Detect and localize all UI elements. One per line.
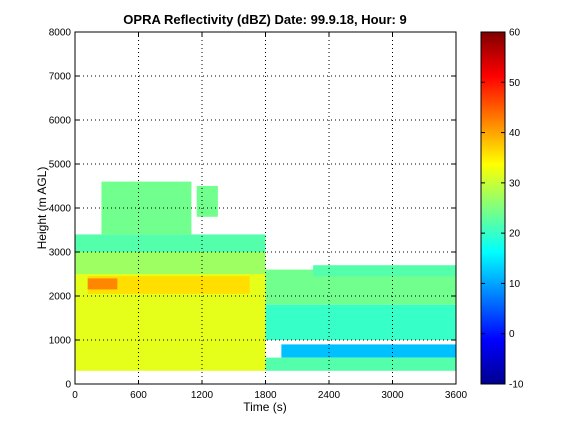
- reflectivity-region: [196, 186, 218, 217]
- y-tick-label: 2000: [49, 292, 72, 303]
- reflectivity-region: [265, 304, 456, 340]
- grid-lines: [75, 32, 456, 384]
- reflectivity-region: [265, 357, 456, 371]
- reflectivity-region: [87, 278, 118, 290]
- y-tick-label: 4000: [49, 204, 72, 215]
- x-axis: 0 600 1200 1800 2400 3000 3600: [72, 32, 468, 401]
- x-tick-label: 3000: [381, 390, 404, 401]
- y-tick-label: 6000: [49, 116, 72, 127]
- y-tick-label: 7000: [49, 72, 72, 83]
- colorbar-tick-label: 30: [509, 178, 521, 189]
- x-tick-label: 0: [72, 390, 78, 401]
- y-axis: 0 1000 2000 3000 4000 5000 6000 7000 8000: [49, 28, 456, 391]
- reflectivity-region: [87, 276, 250, 294]
- y-tick-label: 3000: [49, 248, 72, 259]
- colorbar-tick-label: -10: [509, 380, 524, 391]
- reflectivity-region: [75, 234, 266, 252]
- reflectivity-region: [75, 252, 266, 274]
- colorbar-tick-label: 10: [509, 279, 521, 290]
- colorbar-tick-label: 40: [509, 128, 521, 139]
- colorbar-ticks: -10 0 10 20 30 40 50 60: [481, 28, 524, 391]
- colorbar-tick-label: 50: [509, 78, 521, 89]
- reflectivity-region: [281, 344, 456, 358]
- reflectivity-region: [313, 265, 456, 277]
- y-tick-label: 1000: [49, 336, 72, 347]
- x-tick-label: 600: [130, 390, 147, 401]
- reflectivity-region: [101, 181, 192, 235]
- y-axis-label: Height (m AGL): [35, 167, 49, 250]
- colorbar: [480, 31, 506, 385]
- colorbar-tick-label: 20: [509, 229, 521, 240]
- reflectivity-cells: [75, 181, 456, 371]
- x-tick-label: 3600: [445, 390, 468, 401]
- colorbar-tick-label: 0: [509, 329, 515, 340]
- x-axis-label: Time (s): [243, 400, 287, 414]
- x-tick-label: 2400: [318, 390, 341, 401]
- y-tick-label: 8000: [49, 28, 72, 39]
- chart-title: OPRA Reflectivity (dBZ) Date: 99.9.18, H…: [123, 12, 406, 27]
- x-tick-label: 1200: [191, 390, 214, 401]
- colorbar-tick-label: 60: [509, 28, 521, 39]
- y-tick-label: 0: [65, 380, 71, 391]
- x-tick-label: 1800: [254, 390, 277, 401]
- y-tick-label: 5000: [49, 160, 72, 171]
